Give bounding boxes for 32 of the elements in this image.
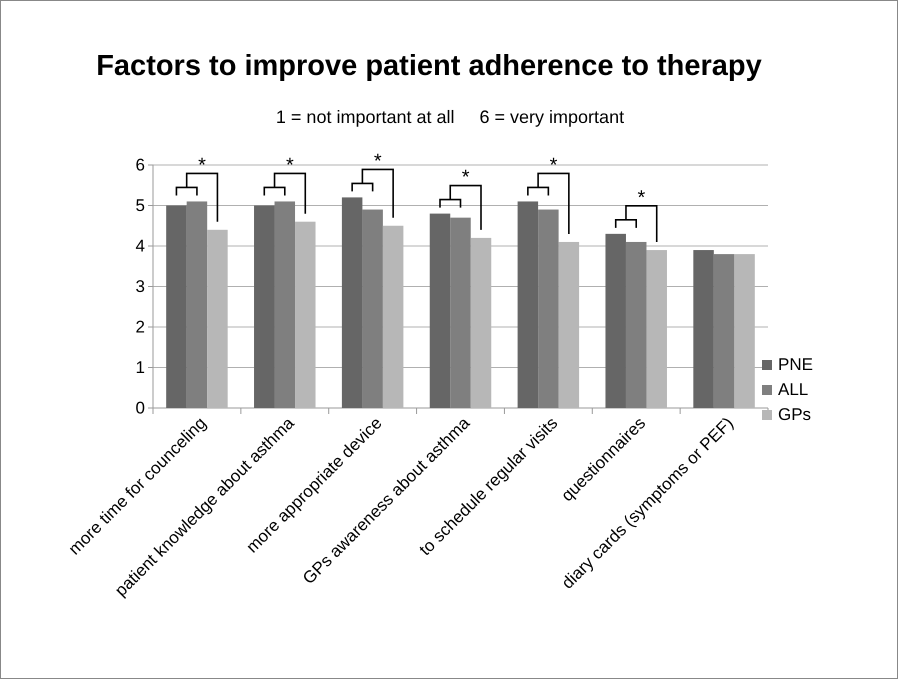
chart-title: Factors to improve patient adherence to therapy — [96, 50, 762, 82]
y-tick-label: 3 — [136, 276, 145, 296]
bar — [254, 206, 275, 408]
y-tick-label: 0 — [136, 398, 145, 418]
bar — [166, 206, 187, 408]
bar — [693, 250, 714, 408]
annotation: * — [374, 150, 382, 172]
legend-label: PNE — [778, 355, 813, 374]
bar — [626, 242, 646, 408]
bar — [450, 218, 471, 408]
annotation: * — [462, 166, 470, 189]
bar — [714, 254, 734, 408]
bar — [518, 201, 538, 408]
annotation: * — [550, 154, 558, 176]
bar — [274, 201, 296, 408]
y-tick-label: 2 — [136, 317, 145, 336]
chart-subtitle: 1 = not important at all 6 = very important — [276, 107, 624, 127]
bar — [362, 210, 383, 408]
legend-label: GPs — [778, 405, 812, 424]
legend-label: ALL — [778, 380, 808, 399]
annotation: * — [637, 186, 646, 209]
y-tick-label: 6 — [136, 155, 145, 174]
y-tick-label: 5 — [136, 196, 145, 215]
bar — [186, 201, 208, 408]
bar — [605, 234, 626, 408]
bar — [430, 214, 450, 408]
bar — [342, 197, 362, 408]
bar — [538, 210, 559, 408]
y-tick-label: 4 — [136, 236, 145, 256]
annotation: * — [286, 154, 294, 176]
y-tick-label: 1 — [136, 358, 145, 377]
annotation: * — [198, 154, 206, 176]
